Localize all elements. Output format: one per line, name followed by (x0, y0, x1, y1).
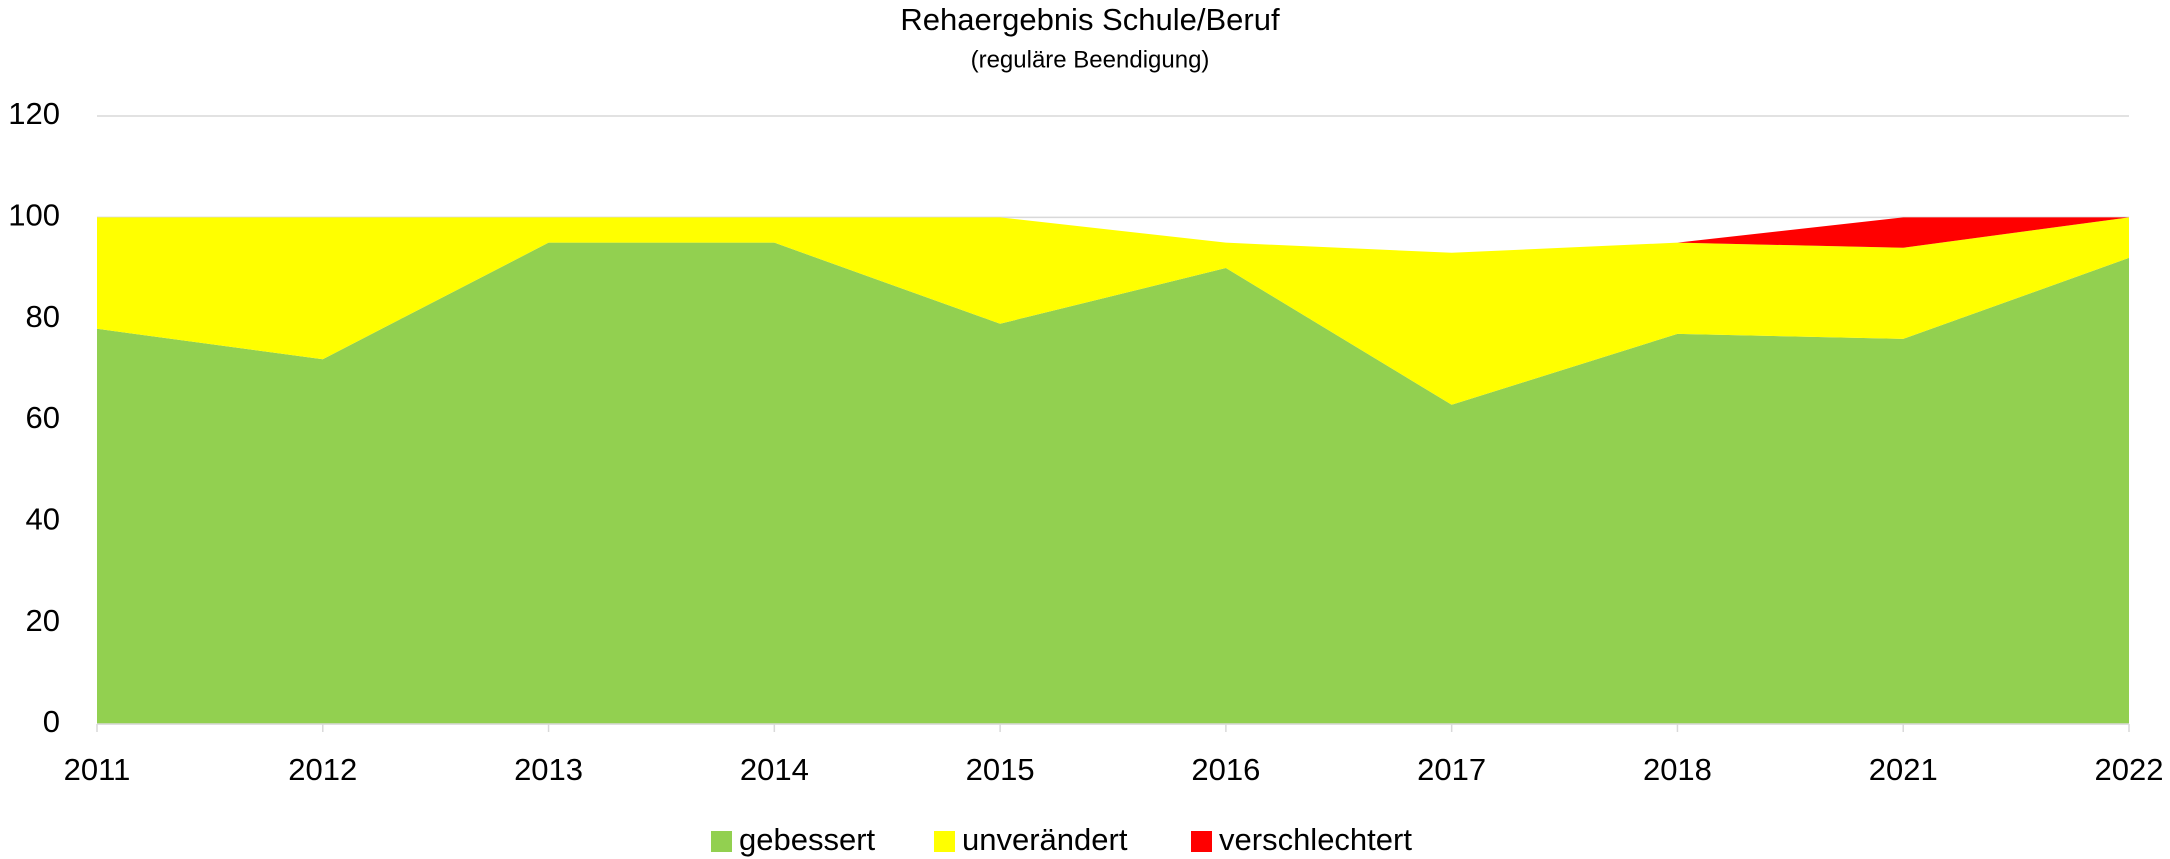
area (97, 217, 2129, 405)
x-tick-label: 2015 (966, 752, 1035, 787)
y-tick-label: 0 (43, 704, 60, 739)
x-tick-label: 2013 (514, 752, 583, 787)
area (97, 242, 2129, 724)
x-tick-label: 2022 (2095, 752, 2164, 787)
x-tick-label: 2021 (1869, 752, 1938, 787)
y-tick-label: 40 (26, 502, 60, 537)
y-tick-label: 60 (26, 400, 60, 435)
x-tick-label: 2014 (740, 752, 809, 787)
x-tick-label: 2011 (64, 752, 131, 787)
legend-label: gebessert (739, 822, 876, 857)
x-tick-label: 2016 (1191, 752, 1260, 787)
chart-title: Rehaergebnis Schule/Beruf (900, 2, 1280, 37)
legend-label: verschlechtert (1219, 822, 1412, 857)
x-tick-label: 2018 (1643, 752, 1712, 787)
chart-subtitle: (reguläre Beendigung) (971, 46, 1210, 73)
y-tick-label: 120 (8, 96, 60, 131)
y-tick-label: 20 (26, 603, 60, 638)
y-tick-label: 100 (8, 198, 60, 233)
legend-swatch (934, 831, 955, 852)
legend-swatch (711, 831, 732, 852)
y-tick-label: 80 (26, 299, 60, 334)
x-tick-label: 2017 (1417, 752, 1486, 787)
area (97, 217, 2129, 253)
x-tick-label: 2012 (288, 752, 357, 787)
legend-swatch (1191, 831, 1212, 852)
legend-label: unverändert (962, 822, 1128, 857)
